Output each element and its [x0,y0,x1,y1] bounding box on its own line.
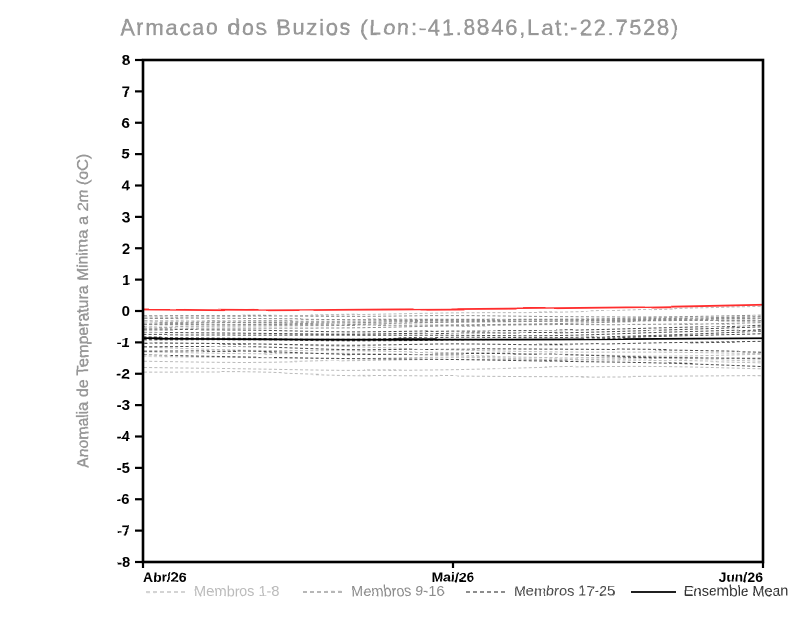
svg-text:Mai/26: Mai/26 [432,569,475,585]
svg-text:Membros 9-16: Membros 9-16 [351,584,444,600]
svg-text:Membros 17-25: Membros 17-25 [514,584,616,600]
svg-text:5: 5 [122,146,130,163]
svg-text:-3: -3 [117,397,130,414]
svg-text:3: 3 [122,209,130,226]
svg-text:0: 0 [122,303,130,320]
svg-text:-4: -4 [117,429,131,446]
svg-text:2: 2 [122,240,130,257]
svg-text:Armacao dos Buzios (Lon:-41.88: Armacao dos Buzios (Lon:-41.8846,Lat:-22… [120,15,680,40]
svg-text:Membros 1-8: Membros 1-8 [194,584,279,600]
svg-text:7: 7 [122,83,130,100]
svg-text:Ensemble Mean: Ensemble Mean [684,584,789,600]
svg-text:8: 8 [122,52,130,69]
svg-text:-7: -7 [117,523,130,540]
svg-text:-5: -5 [117,460,130,477]
svg-text:1: 1 [122,272,130,289]
svg-text:-2: -2 [117,366,130,383]
svg-text:Jun/26: Jun/26 [719,569,764,585]
svg-text:-6: -6 [117,491,130,508]
svg-text:Anomalia de Temperatura Minima: Anomalia de Temperatura Minima a 2m (oC) [75,154,92,469]
svg-text:6: 6 [122,115,130,132]
svg-text:-8: -8 [117,554,130,571]
svg-text:-1: -1 [117,334,130,351]
svg-text:Abr/26: Abr/26 [143,569,187,585]
svg-text:4: 4 [122,178,131,195]
